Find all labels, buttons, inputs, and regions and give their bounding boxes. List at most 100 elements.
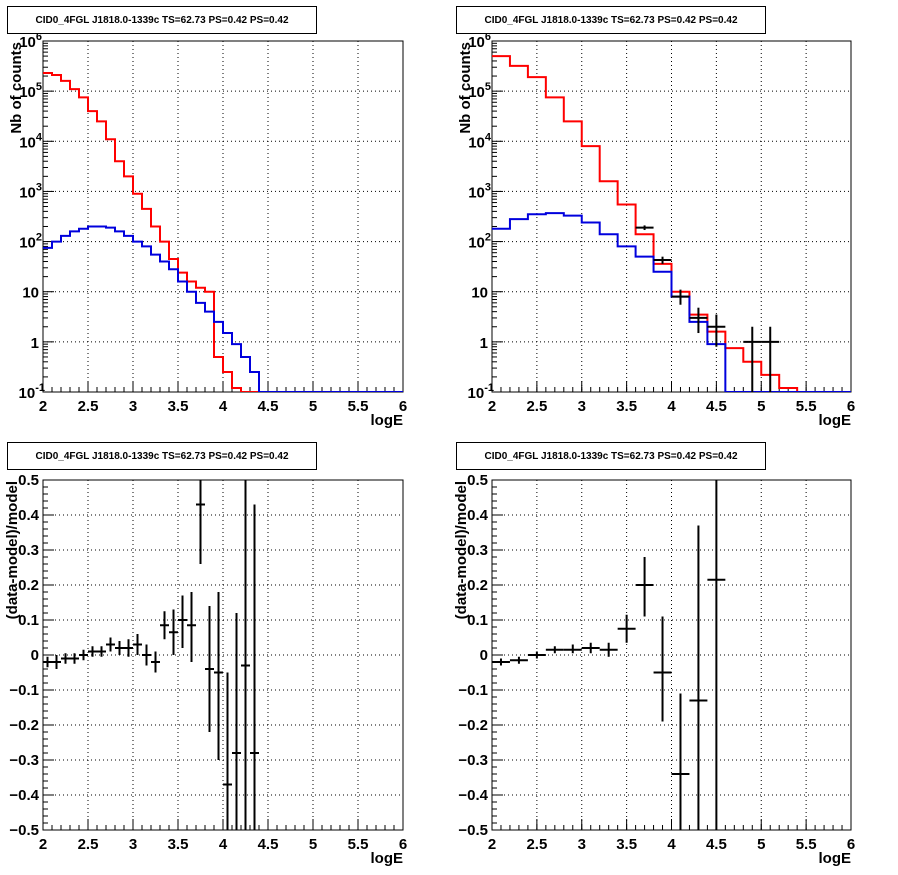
chart-counts-left: 2 2.5 3 3.5 4 4.5 5 5.5 610-1110102103104105106l… bbox=[8, 31, 407, 429]
x-tick-label: 4.5 bbox=[706, 398, 727, 415]
data-point bbox=[214, 592, 223, 760]
y-tick-label-exponent: 5 bbox=[36, 81, 42, 93]
data-point bbox=[250, 504, 259, 830]
data-point bbox=[142, 644, 151, 666]
x-tick-label: 3.5 bbox=[168, 836, 189, 853]
y-tick-label: 0.1 bbox=[18, 612, 39, 629]
y-tick-label: 103 bbox=[468, 181, 491, 201]
y-tick-label: 0 bbox=[480, 647, 488, 664]
y-tick-label: 105 bbox=[19, 81, 42, 101]
y-axis-label: (data-model)/model bbox=[453, 481, 470, 619]
data-point bbox=[527, 651, 546, 659]
y-tick-label: 10 bbox=[471, 285, 488, 302]
y-tick-label-base: 10 bbox=[19, 235, 36, 252]
y-tick-label: 10-1 bbox=[468, 382, 494, 402]
x-tick-label: 4 bbox=[219, 398, 228, 415]
chart-residual-left: 2 2.5 3 3.5 4 4.5 5 5.5 6 −0.5 −0.4 −0.3 −0.2 −0.1 0 0.… bbox=[4, 472, 407, 867]
x-tick-label: 3 bbox=[129, 836, 137, 853]
data-point bbox=[581, 642, 600, 654]
data-point bbox=[61, 653, 70, 664]
x-tick-label: 5.5 bbox=[796, 398, 817, 415]
data-point bbox=[707, 314, 726, 347]
y-tick-label-exponent: 2 bbox=[36, 232, 42, 244]
y-tick-label-exponent: 3 bbox=[485, 181, 491, 193]
data-point bbox=[545, 646, 564, 654]
pad-counts-left: 2 2.5 3 3.5 4 4.5 5 5.5 6 10-1 1 10 102 103 104 105 106 l… bbox=[0, 0, 449, 437]
plot-frame bbox=[42, 40, 404, 393]
x-tick-label: 4 bbox=[667, 836, 676, 853]
x-tick-label: 3.5 bbox=[616, 836, 637, 853]
y-axis-label: Nb of counts bbox=[8, 42, 25, 134]
data-point bbox=[205, 606, 214, 732]
y-tick-label: −0.1 bbox=[458, 682, 488, 699]
x-axis-label: logE bbox=[819, 850, 852, 867]
chart-title: CID0_4FGL J1818.0-1339c TS=62.73 PS=0.42… bbox=[456, 442, 766, 470]
data-point bbox=[43, 656, 52, 668]
y-tick-label: −0.1 bbox=[9, 682, 39, 699]
y-tick-label: 0.4 bbox=[467, 507, 489, 524]
y-tick-label-base: 10 bbox=[22, 285, 39, 302]
data-point bbox=[151, 651, 160, 673]
y-tick-label: 106 bbox=[468, 31, 491, 51]
y-tick-label: 106 bbox=[19, 31, 42, 51]
data-point bbox=[160, 611, 169, 640]
data-point bbox=[689, 307, 708, 334]
x-tick-label: 5 bbox=[309, 398, 317, 415]
histogram-model-total bbox=[492, 55, 851, 392]
y-tick-label: −0.4 bbox=[9, 787, 39, 804]
data-point bbox=[79, 649, 88, 661]
x-tick-label: 5 bbox=[309, 836, 317, 853]
y-tick-label: 1 bbox=[31, 335, 39, 352]
data-point bbox=[492, 658, 510, 666]
x-tick-label: 3 bbox=[578, 836, 586, 853]
y-tick-label: 0.4 bbox=[18, 507, 40, 524]
y-tick-label-exponent: 4 bbox=[36, 131, 43, 143]
pad-counts-right: 2 2.5 3 3.5 4 4.5 5 5.5 6 10-1 1 10 102 103 104 105 106 l… bbox=[449, 0, 898, 437]
y-axis-label: Nb of counts bbox=[457, 42, 474, 134]
pad-residual-left: 2 2.5 3 3.5 4 4.5 5 5.5 6 −0.5 −0.4 −0.3 −0.2 −0.1 0 0.… bbox=[0, 437, 449, 874]
y-tick-label: 0.3 bbox=[467, 542, 488, 559]
y-tick-label-exponent: 6 bbox=[36, 31, 42, 43]
x-tick-label: 2 bbox=[488, 398, 496, 415]
plot-frame bbox=[491, 40, 852, 393]
y-tick-label: 0.5 bbox=[18, 472, 39, 489]
y-tick-label-base: 1 bbox=[480, 335, 488, 352]
y-tick-label-exponent: -1 bbox=[35, 382, 45, 394]
x-tick-label: 5.5 bbox=[348, 398, 369, 415]
x-tick-label: 6 bbox=[847, 836, 855, 853]
x-axis-label: logE bbox=[819, 412, 852, 429]
x-tick-label: 5.5 bbox=[348, 836, 369, 853]
x-axis-label: logE bbox=[371, 850, 404, 867]
data-point bbox=[52, 655, 61, 669]
y-tick-label: 10 bbox=[22, 285, 39, 302]
y-tick-label: 105 bbox=[468, 81, 491, 101]
x-tick-label: 3 bbox=[578, 398, 586, 415]
histogram-model-total bbox=[43, 72, 403, 392]
data-point bbox=[223, 672, 232, 830]
y-tick-label-base: 10 bbox=[19, 385, 36, 402]
y-tick-label: −0.3 bbox=[458, 752, 488, 769]
data-point bbox=[178, 595, 187, 648]
x-tick-label: 3.5 bbox=[616, 398, 637, 415]
y-tick-label: 0.1 bbox=[467, 612, 488, 629]
y-tick-label: −0.2 bbox=[458, 717, 488, 734]
y-tick-label: 102 bbox=[19, 232, 42, 252]
data-point bbox=[671, 289, 690, 305]
y-tick-label: 1 bbox=[480, 335, 488, 352]
x-axis-label: logE bbox=[371, 412, 404, 429]
y-tick-label: −0.2 bbox=[9, 717, 39, 734]
y-tick-label-base: 10 bbox=[468, 84, 485, 101]
data-point bbox=[241, 480, 250, 830]
y-tick-label: 10-1 bbox=[19, 382, 45, 402]
y-tick-label-base: 10 bbox=[468, 134, 485, 151]
chart-title: CID0_4FGL J1818.0-1339c TS=62.73 PS=0.42… bbox=[7, 442, 317, 470]
x-tick-label: 3.5 bbox=[168, 398, 189, 415]
x-tick-label: 2.5 bbox=[78, 398, 99, 415]
y-tick-label: −0.5 bbox=[458, 822, 488, 839]
data-point bbox=[509, 656, 528, 664]
y-tick-label-base: 1 bbox=[31, 335, 39, 352]
y-tick-label-base: 10 bbox=[19, 184, 36, 201]
chart-title: CID0_4FGL J1818.0-1339c TS=62.73 PS=0.42… bbox=[456, 6, 766, 34]
y-tick-label: 102 bbox=[468, 232, 491, 252]
y-tick-label-base: 10 bbox=[468, 34, 485, 51]
